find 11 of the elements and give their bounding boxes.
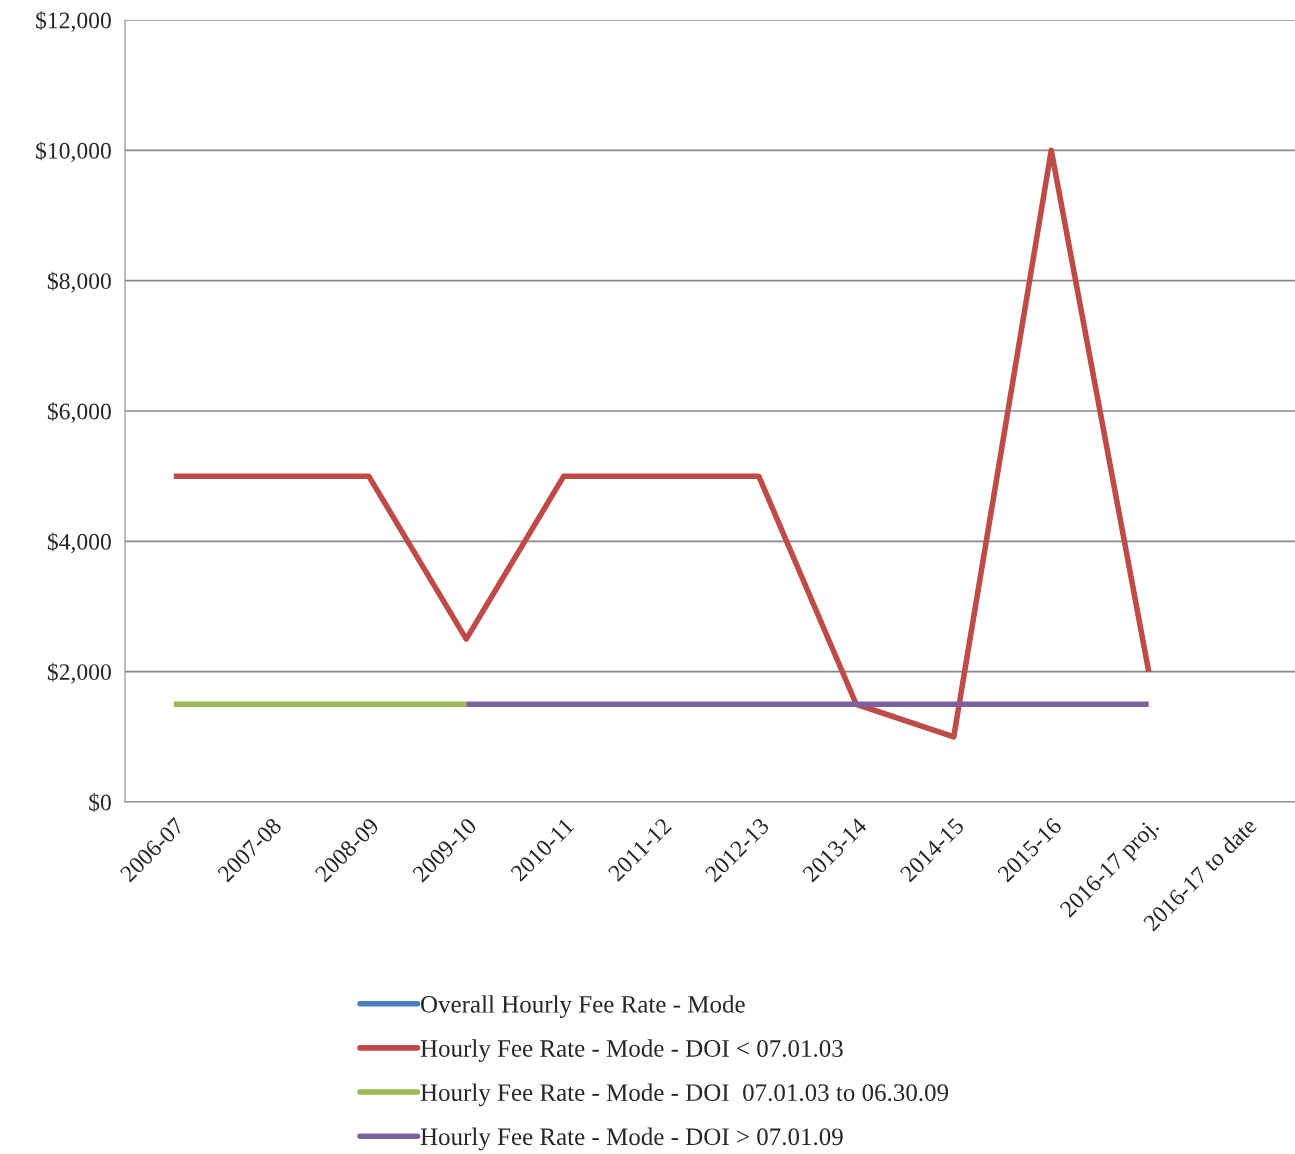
y-tick-label: $10,000 [36,141,111,163]
y-tick-label: $2,000 [47,662,111,684]
y-tick-label: $0 [89,793,111,812]
legend-label: Hourly Fee Rate - Mode - DOI 07.01.03 to 06.30.09 [420,1083,949,1107]
legend-label: Hourly Fee Rate - Mode - DOI > 07.01.09 [420,1127,843,1151]
y-tick-label: $12,000 [36,11,111,32]
legend-label: Hourly Fee Rate - Mode - DOI < 07.01.03 [420,1039,843,1063]
y-tick-label: $6,000 [47,402,111,423]
y-tick-label: $4,000 [47,532,111,554]
legend-label: Overall Hourly Fee Rate - Mode [421,995,745,1018]
y-tick-label: $8,000 [47,271,111,293]
